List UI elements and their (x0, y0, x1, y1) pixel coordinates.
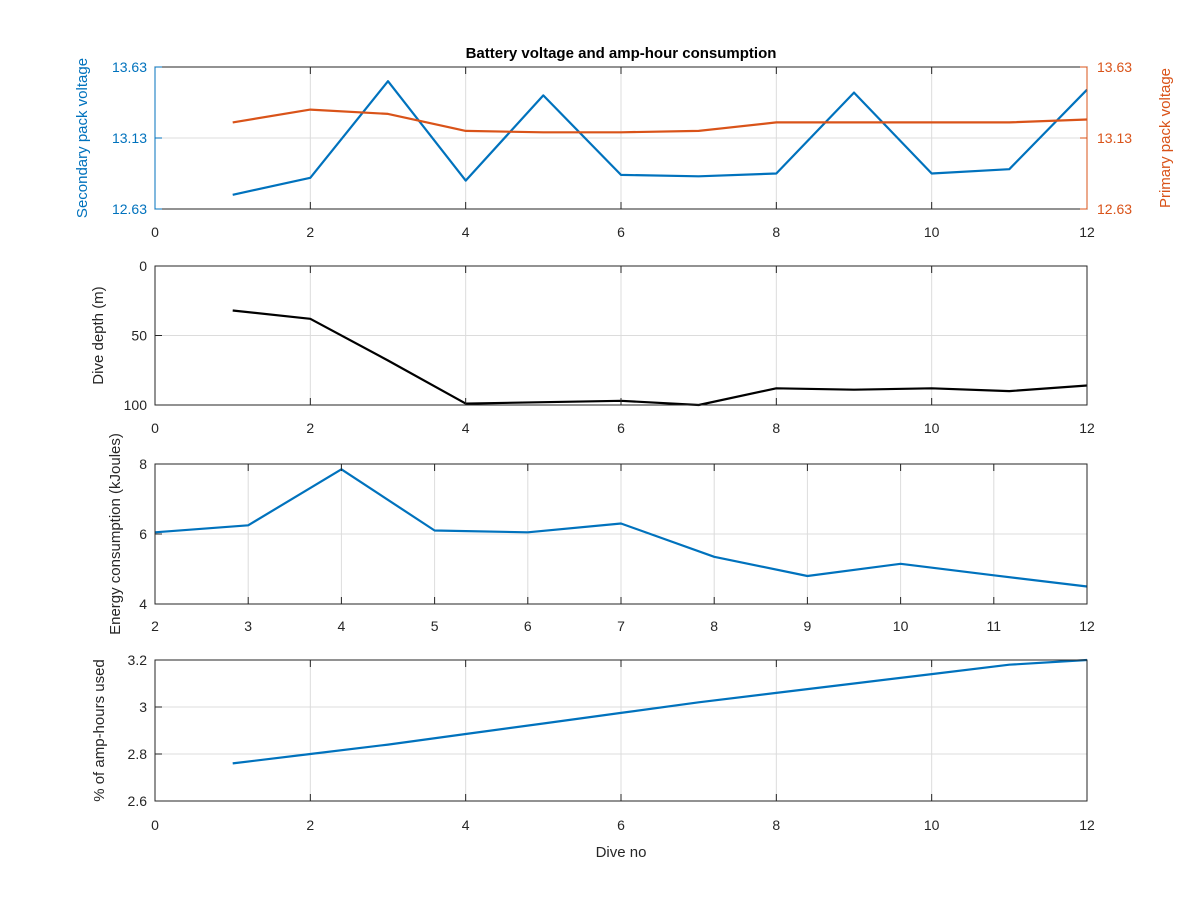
y2-tick-label: 13.63 (1097, 59, 1132, 75)
subplot-4: 0 2 4 6 8 10 12 2.6 2.8 3 3.2 % of amp-hours used (91, 652, 1095, 833)
x-tick-label: 8 (772, 817, 780, 833)
y-axis-label: Secondary pack voltage (74, 58, 91, 218)
y-axis-label: Dive depth (m) (90, 286, 107, 384)
y2-tick-label: 12.63 (1097, 201, 1132, 217)
x-tick-label: 4 (462, 224, 470, 240)
x-tick-label: 0 (151, 420, 159, 436)
x-tick-label: 5 (431, 618, 439, 634)
x-tick-label: 6 (524, 618, 532, 634)
x-tick-label: 12 (1079, 618, 1095, 634)
figure-title: Battery voltage and amp-hour consumption (466, 45, 777, 62)
x-tick-label: 6 (617, 817, 625, 833)
y-tick-label: 2.6 (128, 793, 148, 809)
subplot-1: 0 2 4 6 8 10 1212.6313.1313.6312.6313.1313.63P… (74, 58, 1174, 240)
y-tick-label: 0 (139, 258, 147, 274)
x-tick-label: 10 (924, 224, 940, 240)
x-tick-label: 12 (1079, 224, 1095, 240)
x-tick-label: 8 (772, 420, 780, 436)
x-tick-label: 10 (893, 618, 909, 634)
subplot-3: 2 3 4 5 6 7 8 9 10 11 12 4 6 8 Energy consumption (kJo… (107, 433, 1095, 635)
x-tick-label: 0 (151, 817, 159, 833)
subplot-panels: 0 2 4 6 8 10 1212.6313.1313.6312.6313.1313.63P… (74, 58, 1174, 833)
x-tick-label: 10 (924, 817, 940, 833)
x-tick-label: 12 (1079, 817, 1095, 833)
x-tick-label: 2 (306, 224, 314, 240)
series-line-1 (232, 309, 1088, 407)
y-tick-label: 4 (139, 596, 147, 612)
subplot-2: 0 2 4 6 8 10 12 0 50 100 Dive depth (m) (90, 258, 1095, 436)
x-axis-label: Dive no (596, 844, 647, 861)
y-tick-label: 50 (131, 328, 147, 344)
y2-tick-label: 13.13 (1097, 130, 1132, 146)
x-tick-label: 4 (338, 618, 346, 634)
series-line-1 (154, 468, 1088, 588)
x-tick-label: 4 (462, 817, 470, 833)
series-line-1 (232, 658, 1088, 765)
y-axis-label: % of amp-hours used (91, 659, 108, 802)
y-tick-label: 100 (124, 397, 148, 413)
x-tick-label: 2 (306, 420, 314, 436)
x-tick-label: 4 (462, 420, 470, 436)
y-tick-label: 3.2 (128, 652, 148, 668)
y2-axis-label: Primary pack voltage (1157, 68, 1174, 208)
y-tick-label: 13.63 (112, 59, 147, 75)
y-tick-label: 3 (139, 699, 147, 715)
y-tick-label: 2.8 (128, 746, 148, 762)
x-tick-label: 8 (710, 618, 718, 634)
y-tick-label: 8 (139, 456, 147, 472)
x-tick-label: 3 (244, 618, 252, 634)
y-tick-label: 6 (139, 526, 147, 542)
x-tick-label: 6 (617, 420, 625, 436)
y-tick-label: 12.63 (112, 201, 147, 217)
x-tick-label: 7 (617, 618, 625, 634)
x-tick-label: 10 (924, 420, 940, 436)
x-tick-label: 0 (151, 224, 159, 240)
series-line-2 (232, 108, 1088, 134)
x-tick-label: 6 (617, 224, 625, 240)
x-tick-label: 2 (306, 817, 314, 833)
y-tick-label: 13.13 (112, 130, 147, 146)
series-line-1 (232, 80, 1088, 196)
x-tick-label: 2 (151, 618, 159, 634)
y-axis-label: Energy consumption (kJoules) (107, 433, 124, 635)
x-tick-label: 12 (1079, 420, 1095, 436)
x-tick-label: 11 (987, 618, 1002, 634)
x-tick-label: 9 (804, 618, 812, 634)
x-tick-label: 8 (772, 224, 780, 240)
